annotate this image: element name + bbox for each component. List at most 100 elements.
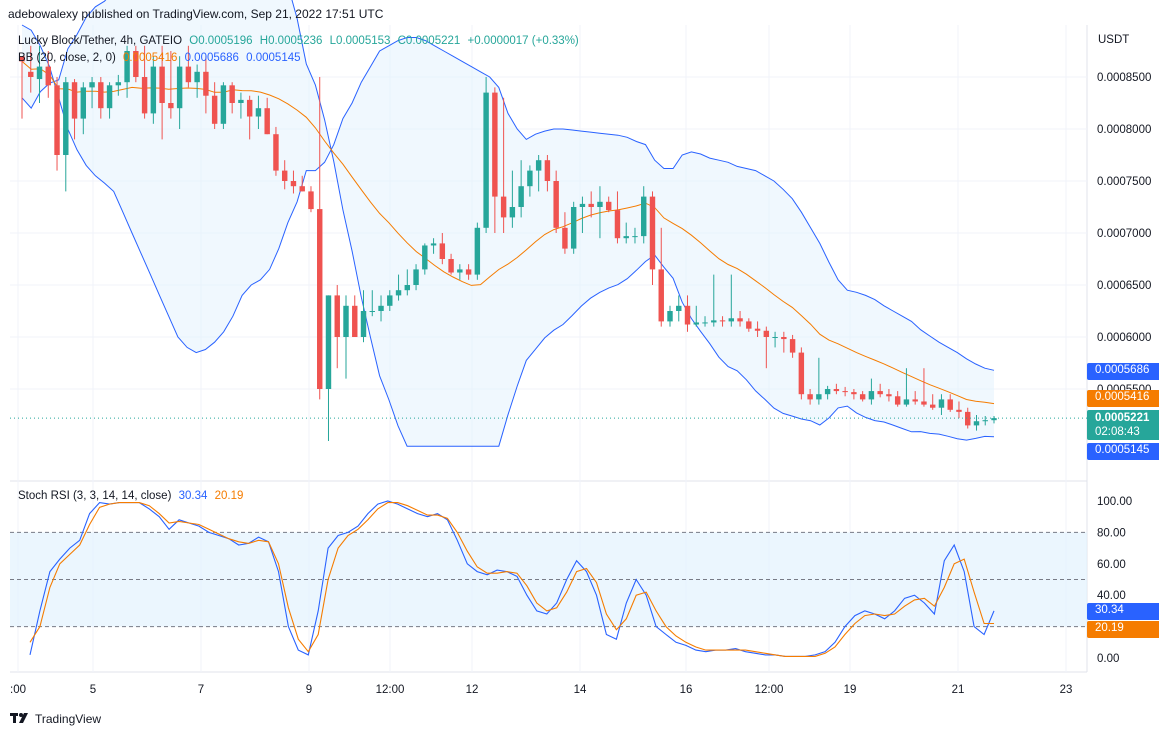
price-tick-label: 0.0007000 [1097, 228, 1151, 240]
candle-body [63, 82, 69, 155]
candle-body [317, 209, 323, 389]
time-tick-label: 5 [90, 684, 96, 696]
candle-body [991, 418, 997, 421]
candle-body [352, 305, 358, 337]
candle-body [141, 77, 148, 114]
candle-body [150, 66, 157, 114]
candle-body [387, 295, 393, 306]
candle-body [956, 409, 962, 412]
candle-body [343, 305, 349, 337]
price-tick-label: 0.0006500 [1097, 280, 1151, 292]
time-tick-label: 12:00 [755, 684, 784, 696]
symbol-title: Lucky Block/Tether, 4h, GATEIO [18, 35, 183, 47]
stoch-tick-label: 60.00 [1097, 559, 1126, 571]
candle-body [89, 82, 95, 88]
candle-body [702, 322, 708, 324]
candle-body [553, 181, 559, 228]
stoch-title: Stoch RSI (3, 3, 14, 14, close) [18, 490, 172, 502]
candle-body [430, 243, 437, 246]
tradingview-logo[interactable]: TradingView [10, 712, 101, 726]
candle-body [413, 269, 419, 285]
candle-body [246, 99, 253, 117]
candle-body [693, 322, 699, 325]
candle-body [80, 87, 87, 119]
stoch-legend[interactable]: Stoch RSI (3, 3, 14, 14, close) 30.34 20… [18, 490, 247, 502]
candle-body [570, 207, 577, 249]
candle-body [71, 82, 78, 119]
candle-body [28, 71, 34, 77]
candle-body [544, 160, 551, 181]
candle-body [641, 196, 647, 237]
candle-body [886, 394, 892, 397]
candle-body [816, 394, 822, 400]
price-tick-label: 0.0007500 [1097, 176, 1151, 188]
candle-body [439, 243, 446, 259]
symbol-legend: Lucky Block/Tether, 4h, GATEIO O0.000519… [18, 35, 583, 47]
candle-body [168, 103, 174, 109]
candle-body [772, 337, 778, 338]
bb-basis-line [21, 61, 995, 405]
candle-body [509, 207, 516, 218]
stoch-tick-label: 80.00 [1097, 527, 1126, 539]
time-tick-label: 9 [306, 684, 312, 696]
candle-body [264, 108, 270, 135]
price-tick-label: 0.0008500 [1097, 72, 1151, 84]
candle-body [676, 305, 682, 311]
stoch-d-line [29, 502, 994, 657]
candle-body [159, 66, 165, 103]
current-price-value: 0.0005221 [1095, 412, 1150, 424]
candle-body [203, 71, 209, 96]
price-tick-label: 0.0008000 [1097, 124, 1151, 136]
candle-body [229, 85, 235, 103]
candle-body [754, 328, 761, 331]
ohlc-close: C0.0005221 [397, 35, 461, 47]
candle-body [859, 394, 866, 400]
candle-body [798, 352, 805, 395]
candle-body [973, 421, 980, 426]
bb-upper-line [21, 24, 995, 371]
bb-basis-value: 0.0005416 [123, 52, 178, 64]
candle-body [238, 99, 244, 103]
candle-body [562, 227, 568, 249]
price-tick-label: 0.0006000 [1097, 332, 1151, 344]
candle-body [588, 203, 594, 207]
candle-body [597, 201, 603, 207]
candle-body [851, 392, 857, 395]
candle-body [124, 51, 130, 83]
candle-body [824, 389, 831, 395]
candle-body [877, 391, 883, 395]
candle-body [185, 66, 192, 83]
candle-body [334, 295, 340, 337]
ohlc-high: H0.0005236 [259, 35, 323, 47]
candle-body [649, 196, 656, 270]
ohlc-low: L0.0005153 [329, 35, 391, 47]
currency-label: USDT [1098, 34, 1130, 46]
time-tick-label: 7 [198, 684, 204, 696]
candle-body [54, 85, 60, 155]
candle-body [965, 411, 971, 426]
candle-body [658, 269, 664, 322]
candle-body [36, 66, 43, 80]
candle-body [807, 394, 813, 400]
candle-body [465, 269, 472, 275]
publisher-caption: adebowalexy published on TradingView.com… [8, 7, 384, 21]
candle-body [842, 391, 848, 393]
candle-body [623, 236, 629, 239]
candle-body [938, 399, 945, 408]
bb-lower-line [21, 0, 995, 447]
candle-body [369, 311, 375, 312]
bb-legend[interactable]: BB (20, close, 2, 0) 0.0005416 0.0005686… [18, 52, 305, 64]
candle-body [457, 269, 463, 273]
candle-body [614, 210, 621, 239]
time-tick-label: 16 [680, 684, 693, 696]
stoch-k-tag: 30.34 [1087, 603, 1159, 620]
stoch-tick-label: 100.00 [1097, 496, 1132, 508]
candle-body [176, 66, 183, 109]
time-tick-label: 23 [1060, 684, 1073, 696]
bb-basis-price-tag: 0.0005416 [1087, 390, 1159, 407]
candle-body [903, 399, 910, 405]
candle-body [605, 201, 612, 211]
candle-body [422, 245, 428, 270]
stoch-tick-label: 40.00 [1097, 590, 1126, 602]
